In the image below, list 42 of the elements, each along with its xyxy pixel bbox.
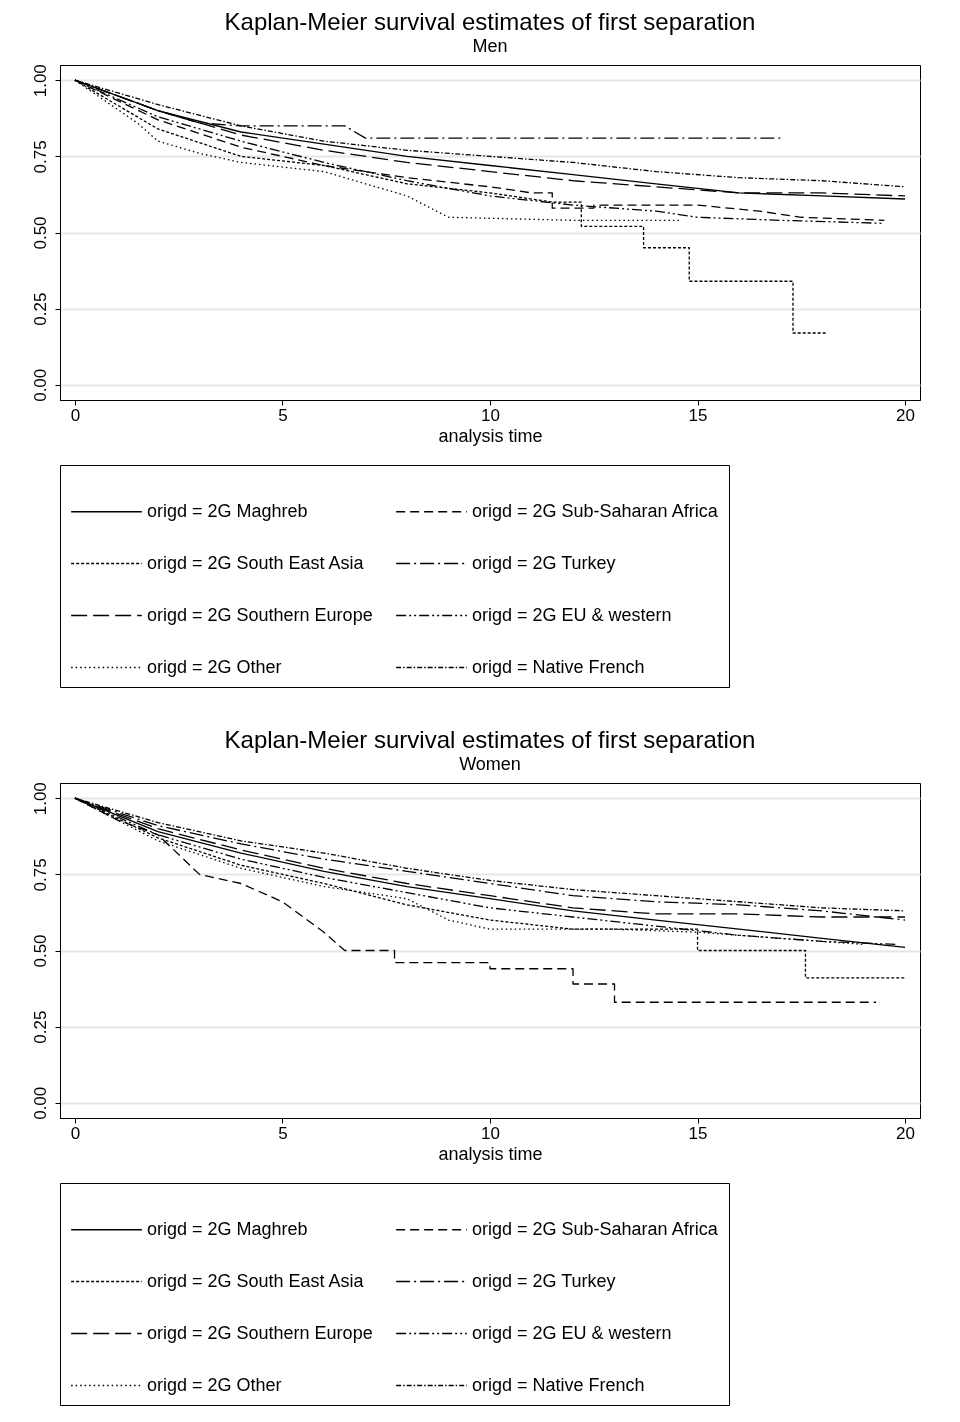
- legend-label: origd = 2G Other: [147, 656, 282, 677]
- chart-title: Kaplan-Meier survival estimates of first separation: [224, 7, 756, 35]
- y-tick-label: 0.75: [30, 140, 50, 174]
- x-tick-label: 0: [70, 405, 81, 425]
- x-tick-label: 10: [481, 405, 500, 425]
- x-tick-label: 10: [481, 1123, 500, 1143]
- x-tick-label: 5: [278, 1123, 288, 1143]
- y-tick-label: 0.50: [30, 216, 50, 250]
- y-tick-label: 0.50: [30, 934, 50, 968]
- legend-label: origd = 2G EU & western: [472, 1322, 672, 1343]
- legend-label: origd = 2G Southern Europe: [147, 1322, 373, 1343]
- x-tick-label: 0: [70, 1123, 81, 1143]
- legend-label: origd = 2G EU & western: [472, 604, 672, 625]
- legend-label: origd = 2G South East Asia: [147, 1270, 365, 1291]
- x-tick-label: 15: [688, 1123, 708, 1143]
- legend-label: origd = 2G Other: [147, 1374, 282, 1395]
- y-tick-label: 0.25: [30, 1010, 50, 1044]
- legend-label: origd = Native French: [472, 656, 645, 677]
- x-axis-title: analysis time: [438, 1143, 543, 1164]
- y-tick-label: 1.00: [30, 782, 50, 816]
- chart-title: Kaplan-Meier survival estimates of first separation: [224, 725, 756, 753]
- legend-label: origd = 2G Turkey: [472, 552, 616, 573]
- y-tick-label: 0.00: [30, 1086, 50, 1120]
- legend-label: origd = Native French: [472, 1374, 645, 1395]
- x-tick-label: 20: [896, 405, 916, 425]
- y-tick-label: 0.00: [30, 368, 50, 402]
- y-tick-label: 1.00: [30, 64, 50, 98]
- legend-label: origd = 2G Southern Europe: [147, 604, 373, 625]
- x-tick-label: 20: [896, 1123, 916, 1143]
- y-tick-label: 0.25: [30, 292, 50, 326]
- x-axis-title: analysis time: [438, 425, 543, 446]
- legend-label: origd = 2G Maghreb: [147, 500, 308, 521]
- y-tick-label: 0.75: [30, 858, 50, 892]
- x-tick-label: 5: [278, 405, 288, 425]
- legend-label: origd = 2G Maghreb: [147, 1218, 308, 1239]
- chart-subtitle: Men: [472, 35, 508, 56]
- legend-label: origd = 2G Sub-Saharan Africa: [472, 1218, 719, 1239]
- legend-label: origd = 2G South East Asia: [147, 552, 365, 573]
- x-tick-label: 15: [688, 405, 708, 425]
- legend-label: origd = 2G Sub-Saharan Africa: [472, 500, 719, 521]
- chart-subtitle: Women: [459, 753, 521, 774]
- legend-label: origd = 2G Turkey: [472, 1270, 616, 1291]
